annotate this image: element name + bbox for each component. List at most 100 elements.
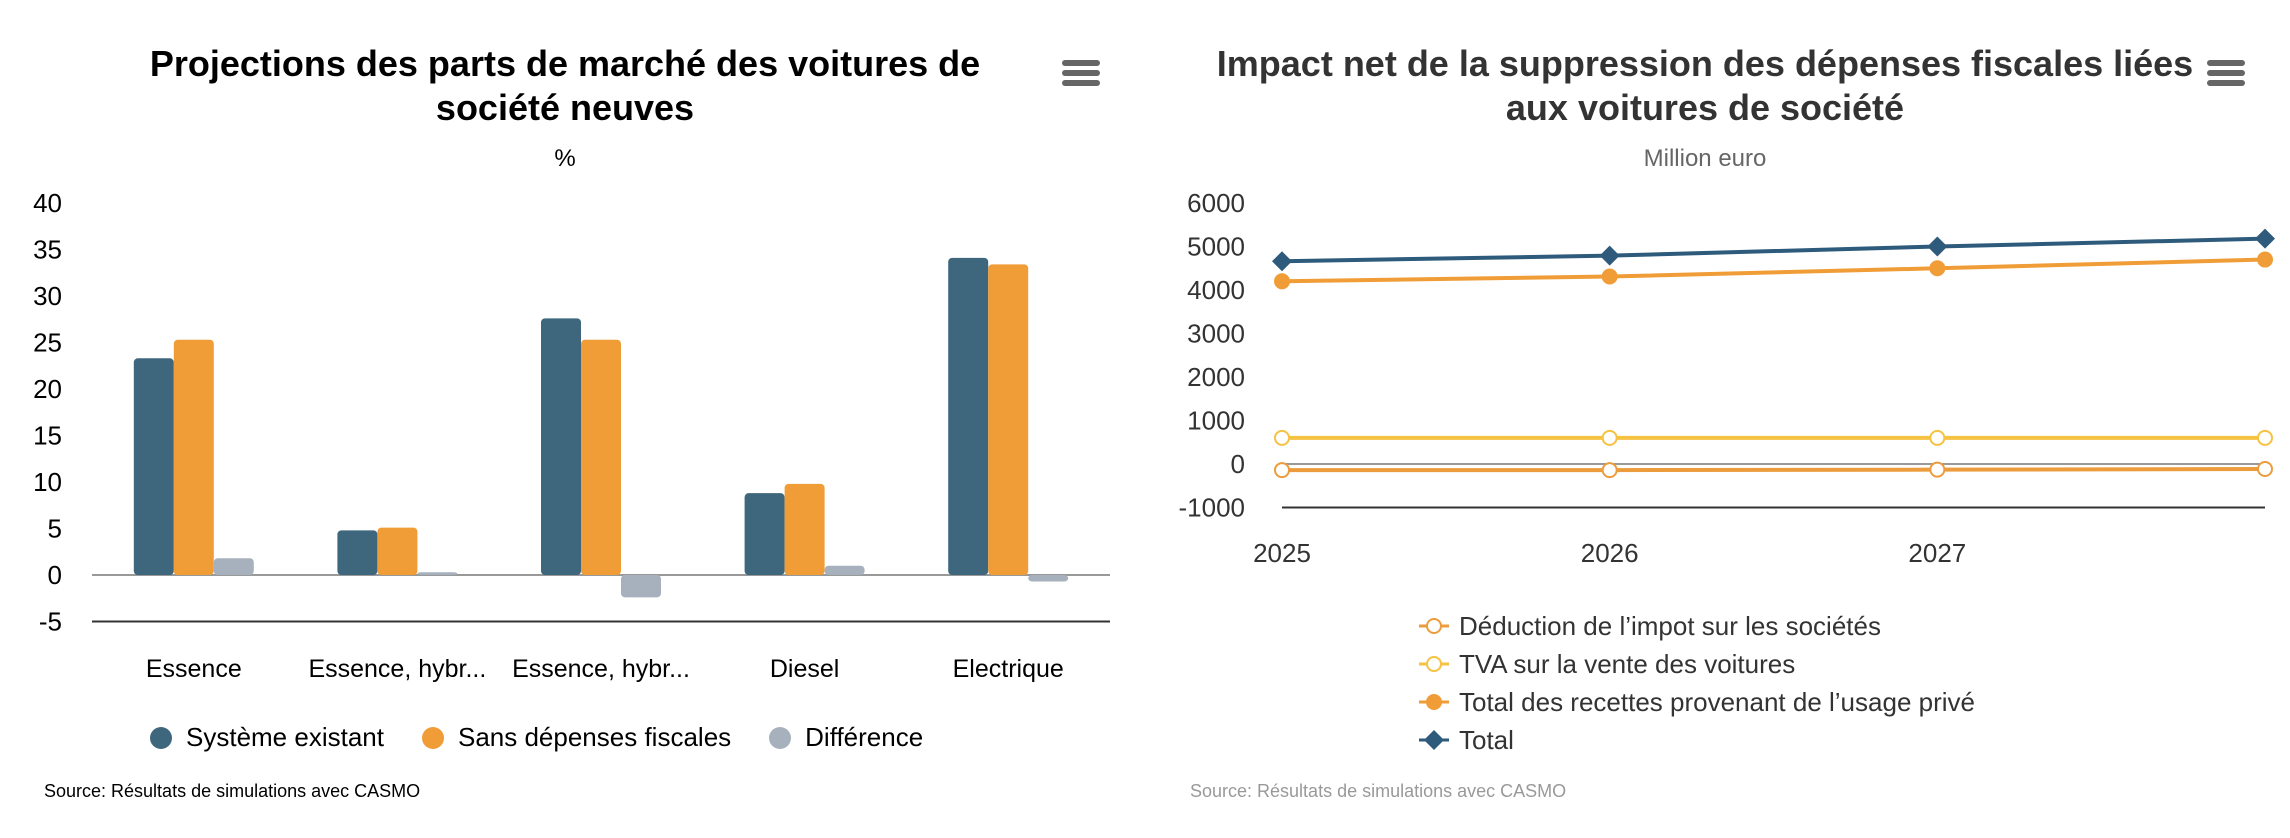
legend-item[interactable]: Total des recettes provenant de l’usage … (1417, 683, 1975, 721)
circle-marker (1426, 694, 1442, 710)
series-line (1272, 228, 2275, 272)
x-tick-label: Essence, hybr... (308, 655, 486, 683)
y-tick-label: 3000 (1187, 319, 1245, 349)
circle-marker (1929, 260, 1946, 277)
y-tick-label: 6000 (1187, 188, 1245, 218)
market-share-chart-panel: Projections des parts de marché des voit… (33, 43, 1110, 801)
bar (173, 339, 214, 575)
x-tick-label: Essence (146, 655, 242, 683)
x-tick-label: Essence, hybr... (512, 655, 690, 683)
bar (784, 483, 825, 575)
y-tick-label: 15 (33, 421, 62, 451)
legend-label: Total des recettes provenant de l’usage … (1459, 686, 1975, 717)
open-circle-marker (2257, 461, 2273, 478)
y-tick-label: 1000 (1187, 406, 1245, 436)
y-tick-label: 30 (33, 281, 62, 311)
open-circle-marker (1274, 429, 1290, 446)
open-circle-marker (1929, 461, 1946, 478)
y-tick-label: 0 (48, 560, 62, 590)
bar (1028, 575, 1069, 582)
x-tick-label: Diesel (770, 655, 839, 683)
circle-marker (2257, 251, 2273, 268)
legend-label: Total (1459, 724, 1514, 755)
y-tick-label: 40 (33, 188, 62, 218)
legend-label: TVA sur la vente des voitures (1459, 648, 1796, 679)
open-circle-marker (1426, 656, 1442, 672)
bar (988, 264, 1029, 575)
chart-title: Projections des parts de marché des voit… (149, 43, 981, 128)
y-tick-label: -1000 (1179, 493, 1246, 523)
y-tick-label: 5000 (1187, 232, 1245, 262)
legend-dot-icon (769, 726, 792, 749)
bar (824, 565, 865, 575)
hamburger-menu-icon[interactable] (2207, 60, 2245, 94)
legend-item[interactable]: TVA sur la vente des voitures (1417, 645, 1975, 683)
legend-label: Sans dépenses fiscales (457, 722, 732, 752)
y-tick-label: 25 (33, 328, 62, 358)
y-tick-label: 20 (33, 374, 62, 404)
bar (213, 558, 254, 575)
y-tick-label: 4000 (1187, 275, 1245, 305)
y-tick-label: 2000 (1187, 362, 1245, 392)
series-line (1274, 429, 2273, 446)
source-note: Source: Résultats de simulations avec CA… (1190, 781, 1567, 801)
legend-marker-icon (1419, 618, 1449, 634)
chart-title: Impact net de la suppression des dépense… (1216, 43, 2194, 128)
legend-marker-icon (1419, 730, 1449, 750)
x-tick-label: 2025 (1253, 538, 1311, 568)
chart-legend: Déduction de l’impot sur les sociétés TVA… (1417, 607, 1975, 759)
legend-item[interactable]: Sans dépenses fiscales (421, 722, 732, 753)
bar (337, 530, 378, 575)
y-tick-label: 35 (33, 235, 62, 265)
bar (377, 527, 418, 575)
diamond-marker (1424, 730, 1444, 750)
bar (541, 318, 581, 575)
legend-marker-icon (1419, 656, 1449, 672)
series-path (1282, 467, 2266, 473)
chart-subtitle: % (554, 145, 576, 172)
x-tick-label: 2027 (1908, 538, 1966, 568)
bar (744, 493, 785, 575)
hamburger-menu-icon[interactable] (1062, 60, 1100, 94)
bar (948, 257, 989, 575)
legend-dot-icon (421, 726, 444, 749)
open-circle-marker (1601, 462, 1618, 479)
series-line (1274, 461, 2273, 479)
fiscal-impact-chart-panel: Impact net de la suppression des dépense… (1145, 0, 2290, 838)
open-circle-marker (1274, 462, 1290, 479)
bar (133, 358, 174, 575)
diamond-marker (2255, 228, 2275, 249)
bar (417, 572, 458, 575)
bar (621, 575, 661, 598)
chart-legend: Système existant Sans dépenses fiscales Di… (150, 722, 923, 753)
legend-marker-icon (1419, 694, 1449, 710)
open-circle-marker (1426, 618, 1442, 634)
legend-item[interactable]: Déduction de l’impot sur les sociétés (1417, 607, 1975, 645)
x-tick-label: Electrique (953, 655, 1064, 683)
circle-marker (1274, 273, 1290, 290)
y-tick-label: -5 (39, 607, 62, 637)
y-tick-label: 0 (1231, 449, 1245, 479)
legend-item[interactable]: Total (1417, 721, 1975, 759)
diamond-marker (1927, 236, 1948, 257)
y-tick-label: 10 (33, 467, 62, 497)
legend-label: Déduction de l’impot sur les sociétés (1459, 610, 1881, 641)
diamond-marker (1599, 245, 1620, 266)
circle-marker (1601, 268, 1618, 285)
series-path (1281, 236, 2266, 264)
legend-item[interactable]: Système existant (150, 722, 384, 753)
legend-item[interactable]: Différence (769, 722, 923, 753)
open-circle-marker (1601, 429, 1618, 446)
diamond-marker (1272, 251, 1292, 272)
legend-label: Système existant (186, 722, 384, 752)
series-line (1274, 251, 2273, 290)
bar (581, 339, 621, 575)
series-path (1281, 257, 2266, 284)
chart-subtitle: Million euro (1643, 145, 1767, 172)
legend-dot-icon (150, 726, 172, 749)
legend-label: Différence (805, 722, 924, 752)
x-tick-label: 2026 (1581, 538, 1639, 568)
y-tick-label: 5 (48, 514, 62, 544)
open-circle-marker (2257, 429, 2273, 446)
